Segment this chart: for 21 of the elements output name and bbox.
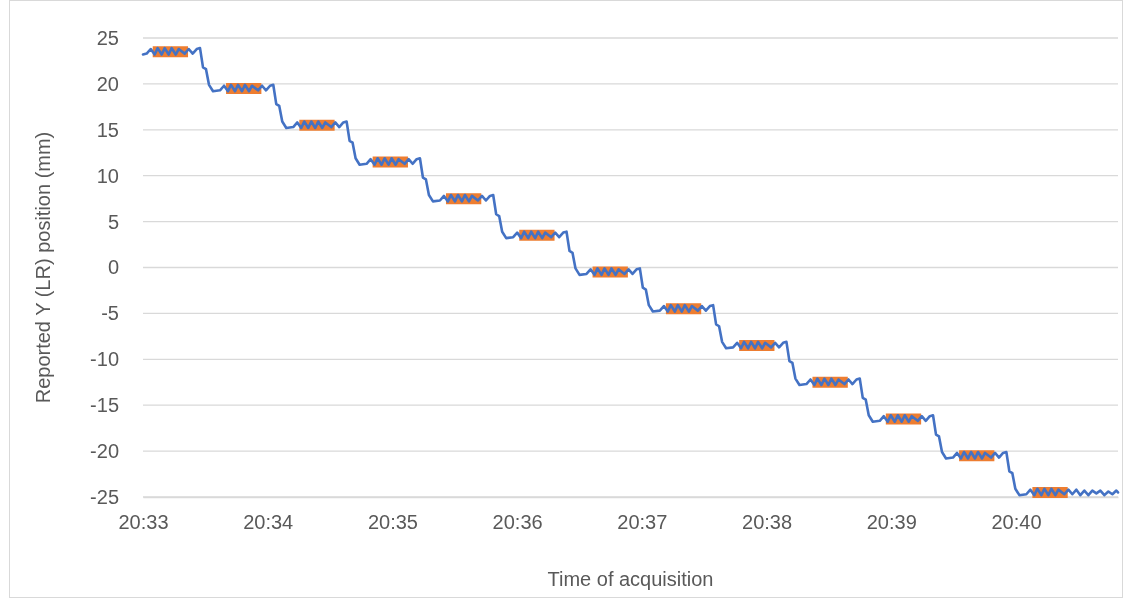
y-tick-label: -25: [90, 485, 119, 508]
x-tick-label: 20:35: [367, 511, 418, 534]
y-tick-label: 10: [96, 164, 119, 187]
x-tick-label: 20:40: [991, 511, 1042, 534]
x-tick-label: 20:33: [118, 511, 169, 534]
y-tick-label: 0: [107, 256, 119, 279]
y-tick-label: -15: [90, 394, 119, 417]
y-tick-label: 25: [96, 26, 119, 49]
x-tick-label: 20:37: [617, 511, 668, 534]
x-tick-label: 20:38: [742, 511, 793, 534]
x-tick-label: 20:34: [243, 511, 294, 534]
y-tick-label: 5: [107, 210, 119, 233]
y-tick-label: -10: [90, 348, 119, 371]
y-tick-label: 20: [96, 72, 119, 95]
y-axis-title: Reported Y (LR) position (mm): [32, 131, 54, 404]
y-tick-label: 15: [96, 118, 119, 141]
x-tick-label: 20:36: [492, 511, 543, 534]
x-axis-title: Time of acquisition: [547, 568, 714, 590]
y-tick-label: -20: [90, 440, 119, 462]
x-tick-label: 20:39: [866, 511, 917, 534]
y-tick-label: -5: [101, 302, 119, 325]
